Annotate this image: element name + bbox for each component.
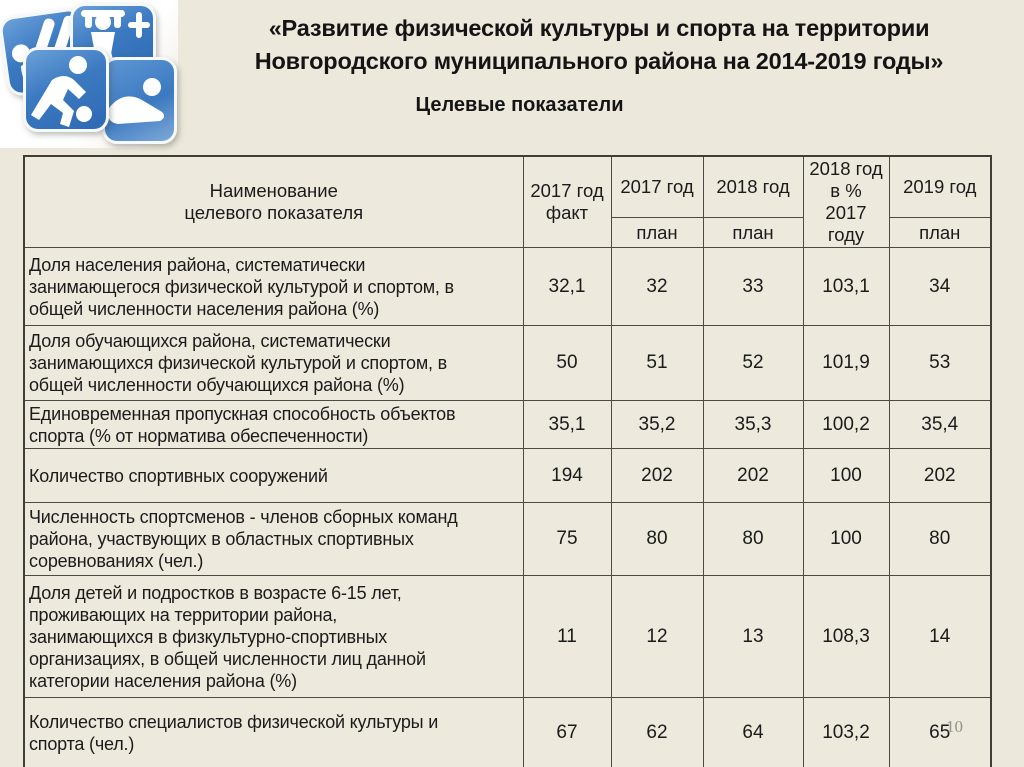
table-row: Доля населения района, систематически за…	[23, 247, 992, 326]
value-2017-plan: 35,2	[610, 400, 704, 449]
indicator-name: Единовременная пропускная способность об…	[23, 400, 524, 449]
slide-subtitle: Целевые показатели	[415, 94, 624, 116]
value-2018-pct: 100	[802, 502, 890, 576]
indicator-name: Доля детей и подростков в возрасте 6-15 …	[23, 575, 524, 698]
indicator-name: Численность спортсменов - членов сборных…	[23, 502, 524, 576]
table-row: Количество спортивных сооружений 194 202…	[23, 448, 992, 503]
value-2017-fact: 67	[522, 697, 612, 767]
col-header-2018-year: 2018 год	[702, 155, 804, 219]
value-2017-plan: 202	[610, 448, 704, 503]
page-number: 10	[946, 717, 963, 736]
title-line-2: Новгородского муниципального района на 2…	[254, 48, 944, 74]
col-header-2018-pct: 2018 год в % 2017 году	[802, 155, 890, 248]
value-2018-pct: 108,3	[802, 575, 890, 698]
title-line-1: «Развитие физической культуры и спорта н…	[268, 15, 930, 41]
value-2017-plan: 32	[610, 247, 704, 326]
value-2019-plan: 35,4	[888, 400, 992, 449]
value-2019-plan: 65	[888, 697, 992, 767]
indicator-name: Доля населения района, систематически за…	[23, 247, 524, 326]
col-header-2017-fact: 2017 год факт	[522, 155, 612, 248]
value-2018-plan: 35,3	[702, 400, 804, 449]
swimmer-icon	[108, 78, 165, 124]
runner-icon	[31, 56, 92, 127]
value-2019-plan: 202	[888, 448, 992, 503]
indicator-name: Количество спортивных сооружений	[23, 448, 524, 503]
value-2017-plan: 62	[610, 697, 704, 767]
value-2019-plan: 34	[888, 247, 992, 326]
value-2018-plan: 64	[702, 697, 804, 767]
col-header-2018-plan: план	[702, 217, 804, 248]
col-header-2019-plan: план	[888, 217, 992, 248]
table-row: Доля обучающихся района, систематически …	[23, 325, 992, 401]
table-row: Доля детей и подростков в возрасте 6-15 …	[23, 575, 992, 698]
value-2018-plan: 52	[702, 325, 804, 401]
col-header-2017-plan: план	[610, 217, 704, 248]
table-row: Единовременная пропускная способность об…	[23, 400, 992, 449]
value-2017-plan: 12	[610, 575, 704, 698]
swimmer-tile	[102, 57, 177, 144]
value-2018-plan: 80	[702, 502, 804, 576]
value-2018-plan: 202	[702, 448, 804, 503]
value-2017-fact: 32,1	[522, 247, 612, 326]
value-2017-plan: 51	[610, 325, 704, 401]
value-2018-pct: 100,2	[802, 400, 890, 449]
col-header-name: Наименование целевого показателя	[23, 155, 524, 248]
indicator-name: Доля обучающихся района, систематически …	[23, 325, 524, 401]
value-2019-plan: 14	[888, 575, 992, 698]
sports-logo	[0, 0, 178, 148]
table-row: Количество специалистов физической культ…	[23, 697, 992, 767]
value-2017-fact: 35,1	[522, 400, 612, 449]
indicators-table: Наименование целевого показателя 2017 го…	[23, 155, 992, 767]
value-2018-plan: 13	[702, 575, 804, 698]
value-2018-pct: 103,1	[802, 247, 890, 326]
value-2017-fact: 11	[522, 575, 612, 698]
table-row: Численность спортсменов - членов сборных…	[23, 502, 992, 576]
value-2019-plan: 53	[888, 325, 992, 401]
value-2017-fact: 75	[522, 502, 612, 576]
value-2018-pct: 100	[802, 448, 890, 503]
slide-title: «Развитие физической культуры и спорта н…	[178, 12, 1020, 78]
value-2017-plan: 80	[610, 502, 704, 576]
col-header-2017-year: 2017 год	[610, 155, 704, 219]
value-2019-plan: 80	[888, 502, 992, 576]
col-header-2019-year: 2019 год	[888, 155, 992, 219]
value-2018-pct: 101,9	[802, 325, 890, 401]
value-2018-pct: 103,2	[802, 697, 890, 767]
runner-tile	[23, 47, 109, 132]
value-2018-plan: 33	[702, 247, 804, 326]
value-2017-fact: 50	[522, 325, 612, 401]
indicator-name: Количество специалистов физической культ…	[23, 697, 524, 767]
value-2017-fact: 194	[522, 448, 612, 503]
